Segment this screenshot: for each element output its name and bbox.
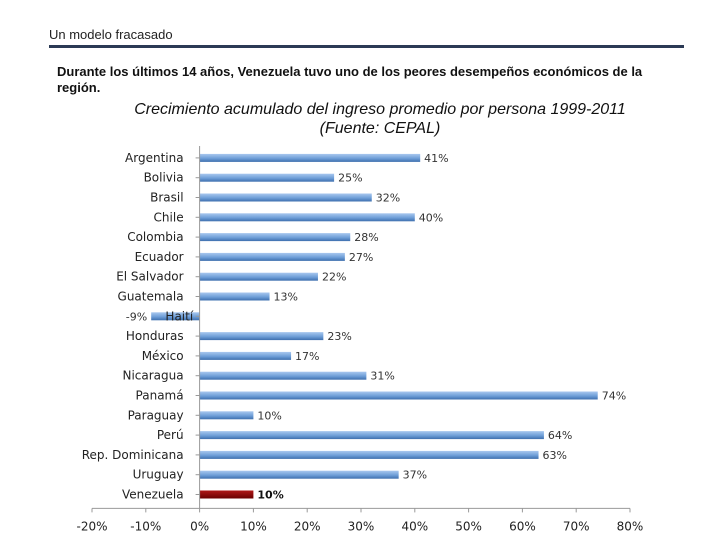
bar-nicaragua — [199, 371, 367, 380]
data-label: 27% — [349, 251, 373, 264]
bar-hait- — [151, 312, 200, 321]
data-label: 10% — [257, 409, 281, 422]
category-label: México — [142, 349, 184, 363]
data-label: 23% — [327, 330, 351, 343]
category-label: Honduras — [126, 329, 184, 343]
data-label: 63% — [543, 449, 567, 462]
category-label: Colombia — [127, 230, 183, 244]
bar-ecuador — [199, 252, 345, 261]
data-label: -9% — [126, 310, 147, 323]
x-tick-label: 70% — [563, 519, 590, 533]
data-label: 40% — [419, 211, 443, 224]
data-label: 13% — [274, 291, 298, 304]
bar-argentina — [199, 153, 421, 162]
bar-colombia — [199, 233, 351, 242]
bar-guatemala — [199, 292, 270, 301]
chart-title-block: Crecimiento acumulado del ingreso promed… — [80, 100, 680, 138]
bar-bolivia — [199, 173, 335, 182]
bar-paraguay — [199, 411, 254, 420]
x-tick-label: 40% — [401, 519, 428, 533]
category-label: Perú — [157, 428, 184, 442]
category-label: Rep. Dominicana — [82, 448, 184, 462]
x-tick-label: 50% — [455, 519, 482, 533]
x-tick-label: -10% — [130, 519, 161, 533]
data-label: 10% — [257, 489, 283, 502]
category-label: Haití — [165, 309, 193, 323]
data-label: 31% — [370, 370, 394, 383]
category-label: Paraguay — [128, 408, 184, 422]
data-label: 25% — [338, 172, 362, 185]
axis-layer: -20% -10% 0% 10% 20% 30% 40% 50% 60% 70% 80% — [76, 146, 643, 533]
category-label: Panamá — [136, 389, 184, 403]
category-label: Venezuela — [122, 488, 184, 502]
header-divider — [49, 45, 684, 48]
x-tick-label: 30% — [348, 519, 375, 533]
bars-layer: Argentina 41% Bolivia 25% Brasil 32% Chile 40% C… — [82, 151, 626, 502]
bar-per- — [199, 431, 544, 440]
data-label: 41% — [424, 152, 448, 165]
x-tick-label: 0% — [190, 519, 209, 533]
x-tick-label: 10% — [240, 519, 267, 533]
slide-description: Durante los últimos 14 años, Venezuela t… — [57, 64, 643, 95]
bar-venezuela — [199, 490, 254, 499]
category-label: Guatemala — [118, 290, 184, 304]
x-tick-label: -20% — [76, 519, 107, 533]
chart-title: Crecimiento acumulado del ingreso promed… — [134, 101, 626, 118]
bar-chart: Argentina 41% Bolivia 25% Brasil 32% Chile 40% C… — [76, 146, 643, 533]
page-header-title: Un modelo fracasado — [49, 27, 173, 42]
category-label: Ecuador — [135, 250, 184, 264]
bar-chile — [199, 213, 415, 222]
category-label: Bolivia — [144, 171, 184, 185]
bar-panam- — [199, 391, 598, 400]
data-label: 32% — [376, 192, 400, 205]
category-label: Chile — [154, 210, 184, 224]
data-label: 37% — [403, 469, 427, 482]
bar-rep-dominicana — [199, 450, 539, 459]
category-label: Argentina — [125, 151, 184, 165]
category-label: El Salvador — [116, 270, 183, 284]
bar-m-xico — [199, 351, 292, 360]
data-label: 28% — [354, 231, 378, 244]
x-tick-label: 20% — [294, 519, 321, 533]
bar-brasil — [199, 193, 372, 202]
data-label: 17% — [295, 350, 319, 363]
x-tick-label: 80% — [617, 519, 644, 533]
x-tick-label: 60% — [509, 519, 536, 533]
data-label: 64% — [548, 429, 572, 442]
category-label: Uruguay — [133, 468, 184, 482]
data-label: 22% — [322, 271, 346, 284]
category-label: Nicaragua — [122, 369, 183, 383]
bar-el-salvador — [199, 272, 318, 281]
data-label: 74% — [602, 390, 626, 403]
bar-uruguay — [199, 470, 399, 479]
bar-honduras — [199, 332, 324, 341]
chart-subtitle: (Fuente: CEPAL) — [319, 120, 441, 137]
category-label: Brasil — [150, 191, 183, 205]
